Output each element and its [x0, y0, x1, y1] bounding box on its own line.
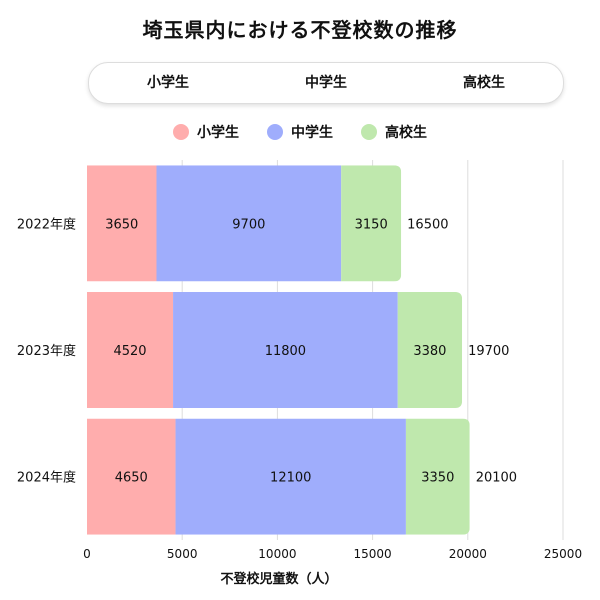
bar-segment[interactable]: [87, 292, 174, 408]
bar-segment[interactable]: [397, 292, 463, 408]
bar-segment[interactable]: [87, 165, 157, 282]
tab-high-school[interactable]: 高校生: [463, 75, 505, 91]
legend-swatch-high-school: [361, 124, 377, 140]
x-tick-label: 5000: [167, 547, 198, 561]
bar-segment[interactable]: [173, 292, 398, 408]
x-tick-label: 25000: [544, 547, 582, 561]
bar-value-label: 11800: [265, 344, 306, 359]
y-tick-label: 2024年度: [17, 470, 76, 486]
bar-value-label: 9700: [232, 217, 265, 232]
bar-segment[interactable]: [341, 165, 402, 282]
bar-value-label: 3150: [355, 217, 388, 232]
y-tick-label: 2022年度: [17, 216, 76, 232]
x-tick-label: 15000: [354, 547, 392, 561]
x-tick-label: 20000: [449, 547, 487, 561]
legend-item-high-school[interactable]: 高校生: [361, 122, 427, 142]
bar-value-label: 3650: [105, 217, 138, 232]
tab-elementary[interactable]: 小学生: [147, 75, 189, 91]
x-tick-label: 10000: [258, 547, 296, 561]
bar-value-label: 3350: [421, 471, 454, 486]
bar-value-label: 4650: [115, 471, 148, 486]
bar-value-label: 4520: [113, 344, 146, 359]
legend-label-elementary: 小学生: [197, 125, 239, 141]
bar-total-label: 20100: [476, 471, 517, 486]
bar-total-label: 16500: [407, 217, 448, 232]
bar-value-label: 12100: [270, 471, 311, 486]
legend-swatch-junior-high: [267, 124, 283, 140]
x-tick-label: 0: [83, 547, 91, 561]
legend-swatch-elementary: [173, 124, 189, 140]
chart-title: 埼玉県内における不登校数の推移: [142, 18, 458, 42]
x-axis-label: 不登校児童数（人）: [220, 572, 338, 587]
legend-label-high-school: 高校生: [385, 125, 427, 141]
chart-legend: 小学生 中学生 高校生: [0, 122, 600, 142]
bar-total-label: 19700: [468, 344, 509, 359]
bar-segment[interactable]: [405, 418, 470, 535]
legend-label-junior-high: 中学生: [291, 125, 333, 141]
tab-junior-high[interactable]: 中学生: [305, 75, 347, 91]
bar-segment[interactable]: [175, 418, 406, 535]
legend-item-junior-high[interactable]: 中学生: [267, 122, 333, 142]
bar-segment[interactable]: [87, 418, 176, 535]
bar-segment[interactable]: [156, 165, 342, 282]
student-type-tabs: 小学生 中学生 高校生: [88, 62, 564, 104]
legend-item-elementary[interactable]: 小学生: [173, 122, 239, 142]
bar-value-label: 3380: [413, 344, 446, 359]
y-tick-label: 2023年度: [17, 343, 76, 359]
